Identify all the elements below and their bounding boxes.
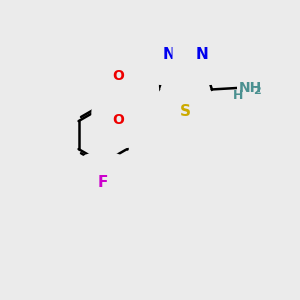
Text: N: N — [163, 47, 175, 62]
Text: S: S — [125, 91, 136, 106]
Text: H: H — [233, 89, 244, 102]
Text: O: O — [112, 113, 124, 128]
Text: O: O — [112, 69, 124, 83]
Text: N: N — [195, 47, 208, 62]
Text: 2: 2 — [253, 86, 261, 96]
Text: S: S — [180, 103, 191, 118]
Text: F: F — [98, 175, 108, 190]
Text: NH: NH — [238, 81, 262, 95]
